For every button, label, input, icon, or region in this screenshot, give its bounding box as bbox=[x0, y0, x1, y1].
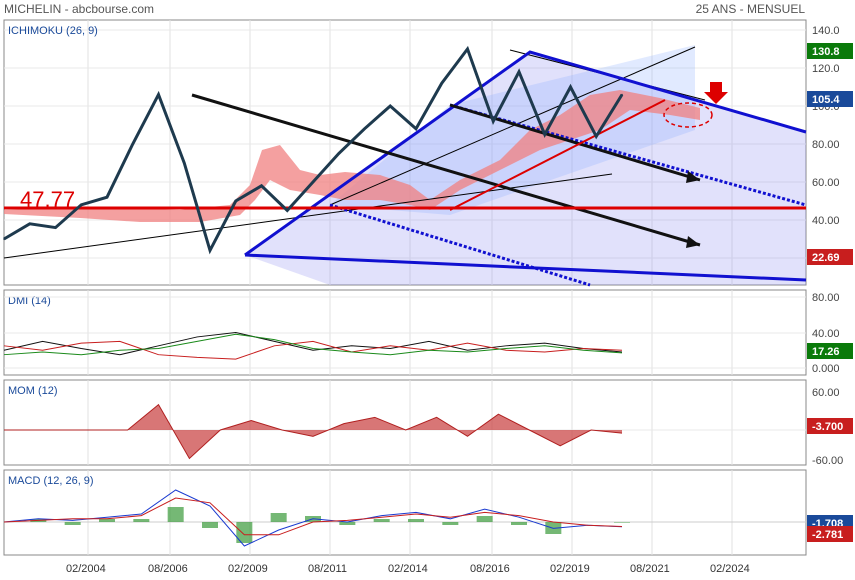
value-tag-bg bbox=[807, 418, 853, 434]
panel-frame-macd bbox=[3, 469, 807, 556]
macd-line bbox=[3, 489, 623, 547]
y-tick-label: 60.00 bbox=[812, 177, 840, 189]
x-tick-label: 08/2021 bbox=[630, 563, 670, 575]
price-point bbox=[492, 120, 495, 122]
arrow-short-head bbox=[686, 171, 700, 183]
x-tick-label: 02/2019 bbox=[550, 563, 590, 575]
x-tick-label: 02/2014 bbox=[388, 563, 428, 575]
price-point bbox=[518, 71, 520, 73]
value-tag: 130.8 bbox=[812, 46, 840, 58]
macd-histogram-bar bbox=[339, 522, 356, 525]
value-tag: 105.4 bbox=[812, 94, 840, 106]
price-point bbox=[415, 128, 417, 130]
y-tick-label: 120.0 bbox=[812, 63, 840, 75]
y-tick-label: 40.00 bbox=[812, 215, 840, 227]
x-tick-label: 08/2006 bbox=[148, 563, 188, 575]
macd-histogram-bar bbox=[511, 522, 527, 525]
price-point bbox=[157, 93, 160, 96]
price-point bbox=[131, 143, 134, 145]
panel-label-dmi: DMI (14) bbox=[8, 295, 51, 307]
y-tick-label: 0.000 bbox=[812, 363, 840, 375]
y-tick-label: 60.00 bbox=[812, 387, 840, 399]
price-point bbox=[106, 196, 108, 198]
price-point bbox=[621, 93, 623, 96]
panel-frame-mom bbox=[3, 379, 807, 466]
price-point bbox=[466, 48, 469, 50]
macd-histogram-bar bbox=[133, 519, 150, 522]
value-tag: -2.781 bbox=[812, 529, 843, 541]
macd-signal-line bbox=[3, 497, 623, 536]
price-point bbox=[286, 209, 289, 212]
panel-label-mom: MOM (12) bbox=[8, 385, 58, 397]
value-tag: 22.69 bbox=[812, 252, 840, 264]
y-tick-label: 140.0 bbox=[812, 25, 840, 37]
dmi-line-2 bbox=[3, 333, 623, 356]
chart-source-title: MICHELIN - abcbourse.com bbox=[4, 2, 155, 16]
price-point bbox=[209, 249, 211, 252]
y-tick-label: -60.00 bbox=[812, 455, 843, 467]
arrow-long bbox=[191, 93, 701, 247]
macd-histogram-bar bbox=[408, 519, 424, 522]
macd-histogram-bar bbox=[167, 507, 184, 522]
y-tick-label: 40.00 bbox=[812, 328, 840, 340]
inner-channel-fill bbox=[330, 45, 695, 215]
down-arrow-icon bbox=[704, 82, 728, 104]
target-ellipse bbox=[663, 102, 713, 128]
price-point bbox=[312, 181, 314, 183]
support-value-label: 47.77 bbox=[20, 187, 75, 212]
price-point bbox=[440, 82, 443, 84]
dmi-line-1 bbox=[3, 340, 623, 360]
y-tick-label: 80.00 bbox=[812, 139, 840, 151]
value-tag: 17.26 bbox=[812, 346, 840, 358]
arrow-long-head bbox=[686, 236, 700, 248]
price-point bbox=[54, 226, 57, 229]
macd-histogram-bar bbox=[99, 519, 115, 522]
x-tick-label: 02/2024 bbox=[710, 563, 750, 575]
red-trend-line bbox=[449, 99, 666, 211]
value-tag-bg bbox=[807, 43, 853, 59]
macd-histogram-bar bbox=[202, 522, 218, 528]
price-point bbox=[389, 105, 392, 107]
macd-histogram-bar bbox=[270, 513, 287, 522]
y-tick-label: 80.00 bbox=[812, 292, 840, 304]
price-point bbox=[28, 223, 31, 225]
price-point bbox=[543, 133, 546, 136]
x-tick-label: 08/2016 bbox=[470, 563, 510, 575]
panel-frame-ichimoku bbox=[3, 19, 807, 286]
dmi-line-0 bbox=[3, 331, 623, 356]
channel-bottom-line bbox=[244, 253, 807, 282]
price-point bbox=[3, 238, 5, 240]
macd-histogram-bar bbox=[614, 522, 630, 523]
channel-top-line bbox=[244, 50, 807, 257]
channel-low-dashed bbox=[329, 203, 591, 287]
price-point bbox=[363, 128, 366, 130]
mom-line bbox=[4, 403, 623, 460]
x-tick-label: 08/2011 bbox=[308, 563, 347, 575]
price-point bbox=[569, 86, 572, 88]
panel-label-macd: MACD (12, 26, 9) bbox=[8, 475, 94, 487]
macd-histogram-bar bbox=[373, 519, 390, 522]
price-point bbox=[80, 204, 83, 206]
price-point bbox=[234, 200, 237, 202]
macd-histogram-bar bbox=[476, 516, 493, 522]
value-tag-bg bbox=[807, 91, 853, 107]
value-tag: -3.700 bbox=[812, 421, 843, 433]
price-point bbox=[337, 152, 340, 155]
price-point bbox=[260, 185, 263, 187]
value-tag-bg bbox=[807, 249, 853, 265]
macd-histogram-bar bbox=[442, 522, 459, 525]
macd-histogram-bar bbox=[236, 522, 253, 543]
price-point bbox=[183, 162, 186, 164]
value-tag-bg bbox=[807, 343, 853, 359]
chart-period: 25 ANS - MENSUEL bbox=[695, 2, 805, 16]
panel-label-ichimoku: ICHIMOKU (26, 9) bbox=[8, 25, 98, 37]
trend-line-upper bbox=[329, 46, 696, 206]
value-tag-bg bbox=[807, 526, 853, 542]
price-point bbox=[595, 135, 598, 138]
x-tick-label: 02/2004 bbox=[66, 563, 106, 575]
mom-area bbox=[4, 404, 622, 459]
x-tick-label: 02/2009 bbox=[228, 563, 268, 575]
macd-histogram-bar bbox=[64, 522, 81, 525]
